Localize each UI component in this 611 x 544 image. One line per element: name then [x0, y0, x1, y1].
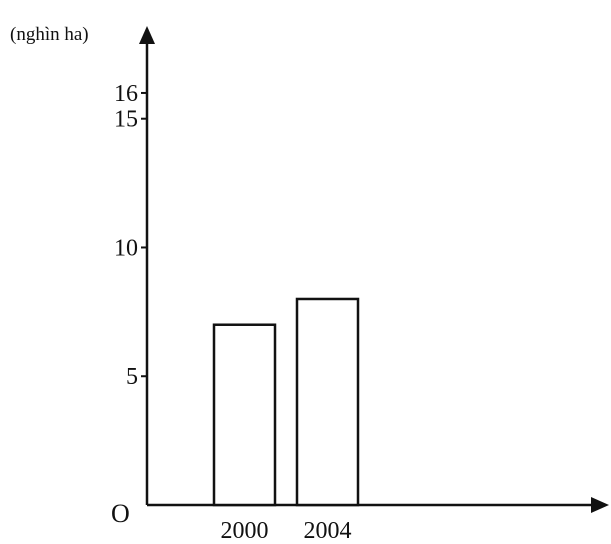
bar-2000: [212, 323, 277, 507]
y-tick-label-5: 5: [126, 364, 138, 390]
bar-2004: [295, 297, 360, 507]
bars: [212, 297, 360, 507]
x-tick-label-2000: 2000: [221, 518, 269, 544]
y-tick-label-10: 10: [114, 235, 138, 261]
y-axis-unit-label: (nghìn ha): [10, 24, 89, 45]
y-tick-label-16: 16: [114, 81, 138, 107]
y-axis-arrow: [139, 26, 155, 44]
x-axis-arrow: [591, 497, 609, 513]
x-tick-labels: 2000 2004: [221, 518, 352, 544]
y-tick-label-15: 15: [114, 107, 138, 133]
x-tick-label-2004: 2004: [304, 518, 352, 544]
origin-label: O: [111, 499, 130, 528]
